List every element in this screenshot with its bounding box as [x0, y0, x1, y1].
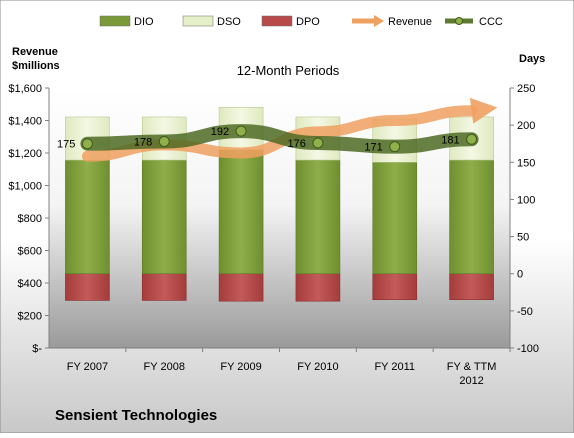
- chart-title: 12-Month Periods: [237, 63, 340, 78]
- left-tick-label: $1,000: [8, 181, 42, 193]
- left-tick-label: $1,200: [8, 148, 42, 160]
- right-tick-label: 150: [517, 157, 535, 169]
- right-tick-label: 250: [517, 83, 535, 95]
- category-label: FY & TTM 2012: [447, 361, 497, 387]
- dpo-bar: [65, 273, 110, 301]
- ccc-data-label: 181: [441, 134, 459, 146]
- right-axis-label: Days: [519, 53, 545, 65]
- ccc-point: [312, 137, 324, 149]
- ccc-data-label: 178: [134, 136, 152, 148]
- left-tick-label: $200: [18, 311, 42, 323]
- ccc-series: 175 178 192 176 171 181: [57, 124, 479, 154]
- legend-swatch-dpo: [261, 15, 293, 27]
- ccc-data-label: 175: [57, 139, 75, 151]
- legend: DIO DSO DPO Revenue CCC: [99, 15, 503, 28]
- revenue-arrowhead: [469, 97, 498, 124]
- category-label: FY 2011: [374, 361, 415, 373]
- bars: [65, 107, 494, 302]
- dio-bar: [141, 159, 187, 275]
- ccc-point: [158, 135, 170, 147]
- right-tick-label: 200: [517, 120, 535, 132]
- left-tick-label: $1,400: [8, 116, 42, 128]
- ccc-point: [235, 125, 247, 137]
- legend-swatch-dio: [99, 15, 131, 27]
- ccc-point: [389, 141, 401, 153]
- ccc-point: [81, 138, 93, 150]
- category-label: FY 2010: [297, 361, 338, 373]
- legend-swatch-dso: [182, 15, 214, 27]
- ccc-data-label: 176: [288, 138, 306, 150]
- left-axis-ticks: $- $200 $400 $600 $800 $1,000 $1,200 $1,400 $1,6…: [8, 83, 49, 355]
- dpo-bar: [449, 273, 494, 301]
- dio-bar: [372, 161, 418, 275]
- left-tick-label: $1,600: [8, 83, 42, 95]
- dio-bar: [218, 149, 264, 275]
- legend-label: DSO: [217, 16, 241, 28]
- right-tick-label: -100: [517, 343, 539, 355]
- legend-label: DIO: [134, 16, 154, 28]
- right-tick-label: 50: [517, 232, 529, 244]
- left-axis-label-line2: $millions: [12, 60, 60, 72]
- category-axis-labels: FY 2007 FY 2008 FY 2009 FY 2010 FY 2011 FY & …: [49, 347, 511, 387]
- dio-bar: [295, 159, 341, 275]
- dpo-bar: [141, 273, 187, 301]
- legend-label: DPO: [296, 16, 320, 28]
- right-tick-label: 0: [517, 269, 523, 281]
- dio-bar: [449, 159, 494, 275]
- plot-area: [49, 88, 510, 348]
- ccc-point: [466, 133, 478, 145]
- category-label: FY 2009: [220, 361, 261, 373]
- ccc-data-label: 192: [211, 126, 229, 138]
- dpo-bar: [295, 273, 341, 302]
- dio-bar: [65, 159, 110, 275]
- category-label: FY 2007: [67, 361, 108, 373]
- legend-label: CCC: [479, 16, 503, 28]
- left-tick-label: $-: [32, 343, 42, 355]
- left-tick-label: $600: [18, 246, 42, 258]
- left-tick-label: $800: [18, 213, 42, 225]
- legend-label: Revenue: [388, 16, 432, 28]
- legend-marker-ccc: [455, 17, 463, 25]
- left-tick-label: $400: [18, 278, 42, 290]
- ccc-data-label: 171: [364, 142, 382, 154]
- legend-arrow-revenue: [374, 15, 384, 27]
- company-name: Sensient Technologies: [55, 407, 217, 424]
- dpo-bar: [372, 273, 418, 301]
- left-axis-label-line1: Revenue: [12, 46, 58, 58]
- right-tick-label: 100: [517, 194, 535, 206]
- right-tick-label: -50: [517, 306, 533, 318]
- category-label: FY 2008: [144, 361, 185, 373]
- right-axis-ticks: -100 -50 0 50 100 150 200 250: [510, 83, 539, 355]
- dpo-bar: [218, 273, 264, 302]
